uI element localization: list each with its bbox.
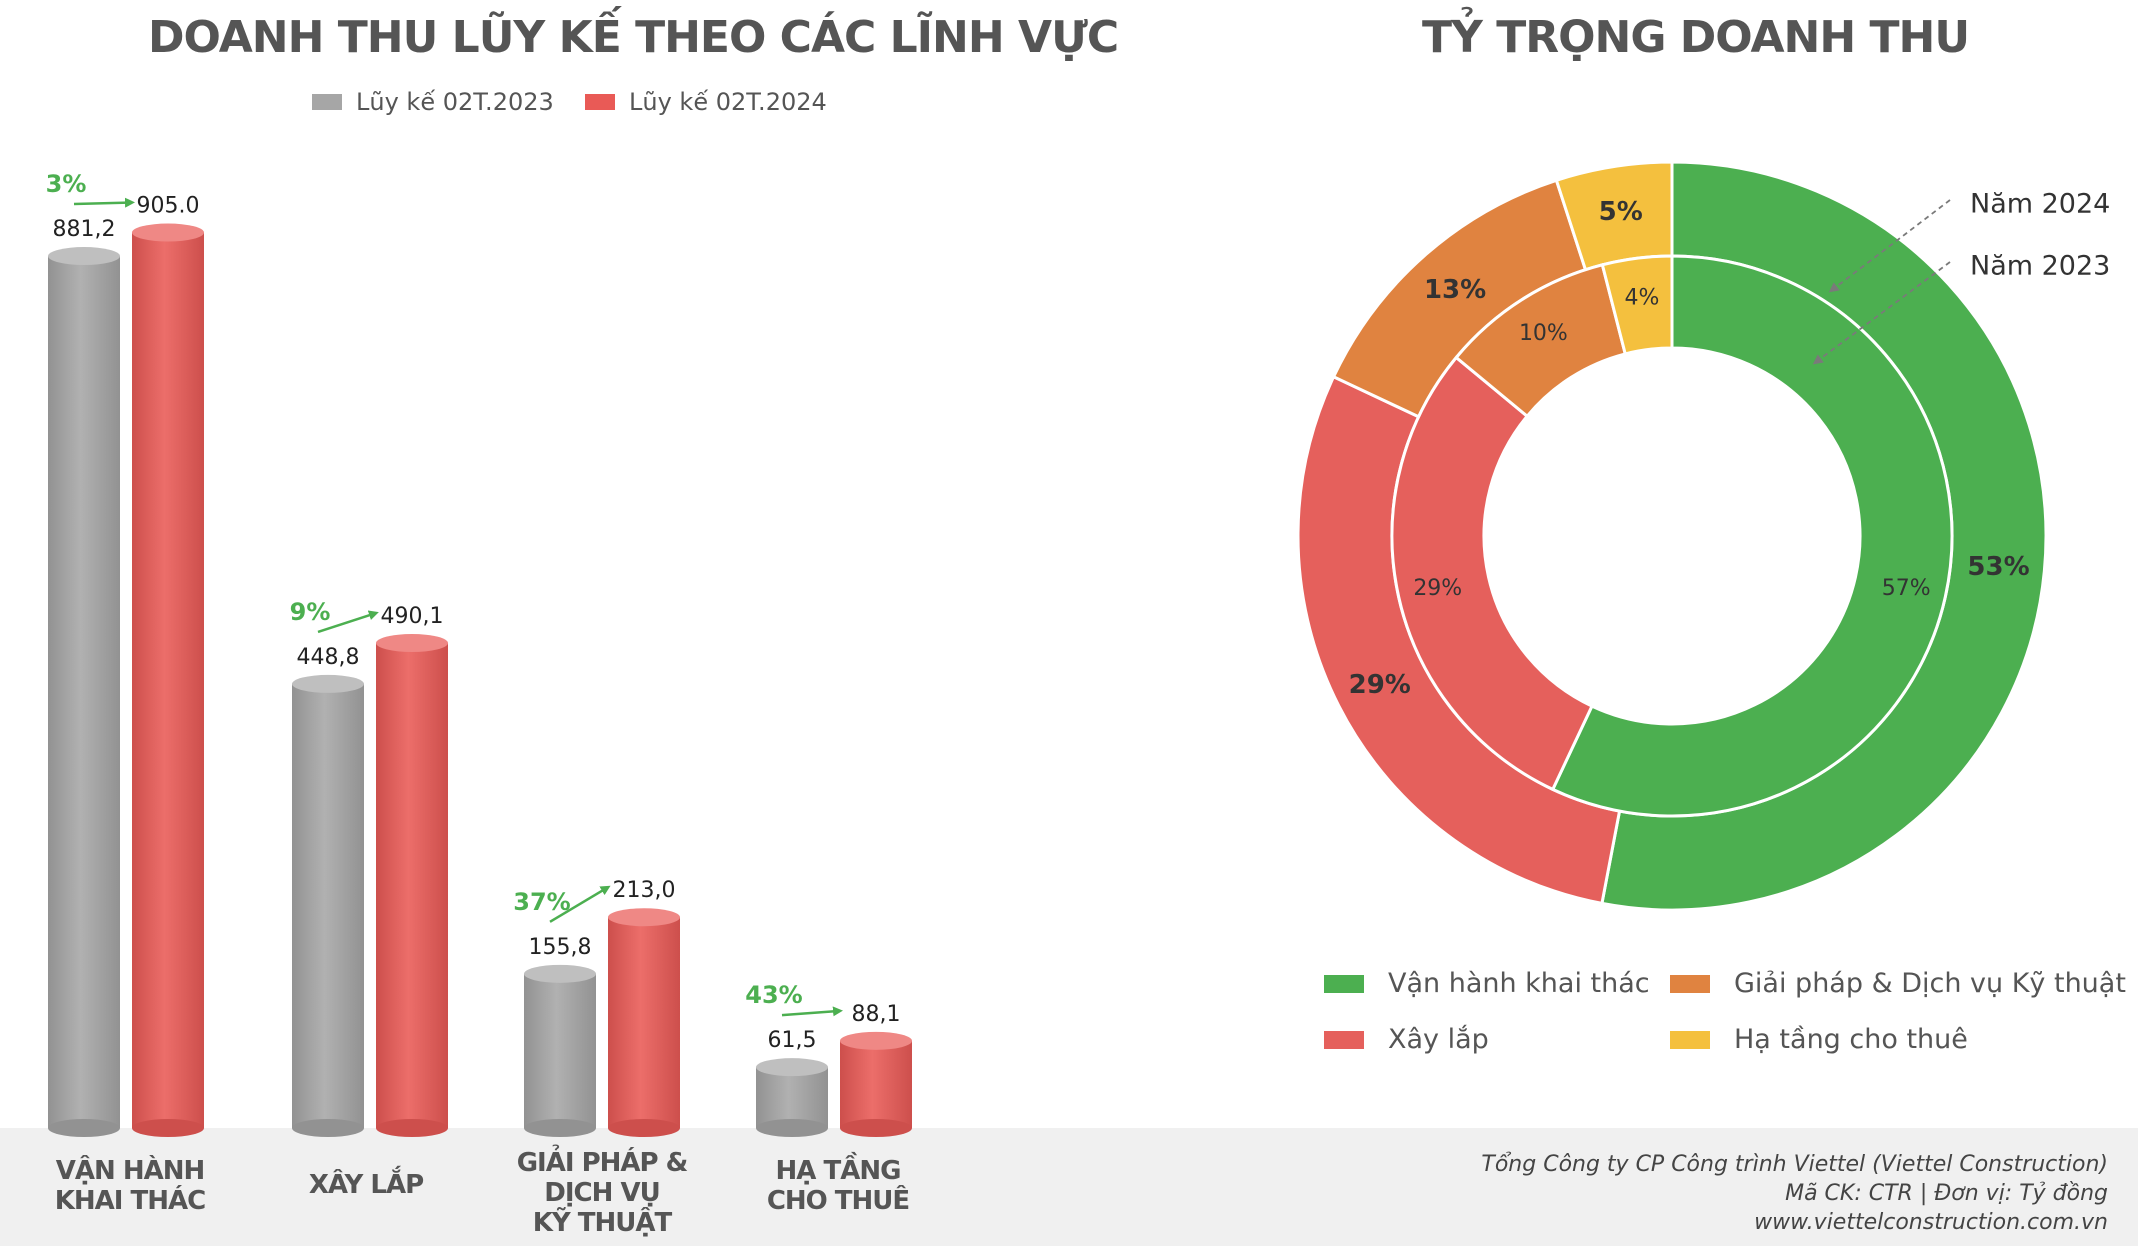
data-label-0-1: 448,8 [297, 645, 360, 670]
bar-base-0-1 [292, 1119, 364, 1137]
bar-base-0-3 [756, 1119, 828, 1137]
pie-legend-xay-lap: Xây lắp [1324, 1024, 1489, 1055]
bar-0-1 [292, 683, 364, 1128]
data-label-0-2: 155,8 [529, 935, 592, 960]
legend-label-2023: Lũy kế 02T.2023 [356, 88, 554, 116]
bar-base-1-2 [608, 1119, 680, 1137]
bar-cap-0-1 [292, 674, 364, 693]
pie-legend-van-hanh: Vận hành khai thác [1324, 968, 1650, 999]
growth-arrow-2 [549, 885, 611, 923]
footer-info: Tổng Công ty CP Công trình Viettel (Viet… [1481, 1150, 2108, 1237]
bar-0-0 [48, 256, 120, 1128]
ring-label-0: Năm 2024 [1970, 189, 2110, 220]
data-label-0-0: 881,2 [53, 217, 116, 242]
pie-legend-label-giai-phap: Giải pháp & Dịch vụ Kỹ thuật [1734, 968, 2126, 999]
bar-base-1-0 [132, 1119, 204, 1137]
bar-cap-0-2 [524, 964, 596, 983]
bar-cap-1-0 [132, 223, 204, 242]
bar-0-2 [524, 973, 596, 1128]
bar-1-1 [376, 643, 448, 1128]
footer-band [0, 1128, 2138, 1246]
bar-chart-title: DOANH THU LŨY KẾ THEO CÁC LĨNH VỰC [148, 12, 1119, 63]
donut-slice-1-0 [1550, 254, 1954, 818]
growth-label-0: 3% [46, 170, 87, 198]
bar-1-3 [840, 1040, 912, 1128]
pie-legend-label-van-hanh: Vận hành khai thác [1388, 968, 1650, 999]
data-label-1-1: 490,1 [381, 604, 444, 629]
ring-pointer-1 [1812, 261, 1951, 365]
donut-label-1-2: 10% [1519, 321, 1568, 346]
pie-legend-swatch-ha-tang [1670, 1030, 1710, 1049]
footer-company: Tổng Công ty CP Công trình Viettel (Viet… [1481, 1152, 2108, 1177]
growth-arrow-3 [781, 1006, 843, 1017]
bar-chart: 881,2 905.0 3% 448,8 490,1 9% 155,8 213,0 37% 61,… [46, 170, 912, 1137]
bar-cap-1-2 [608, 908, 680, 927]
bar-base-1-3 [840, 1119, 912, 1137]
pie-legend-giai-phap: Giải pháp & Dịch vụ Kỹ thuật [1670, 968, 2126, 999]
bar-cap-1-3 [840, 1031, 912, 1050]
category-label-xay-lap: XÂY LẮP [308, 1170, 424, 1200]
bar-cap-1-1 [376, 634, 448, 653]
legend-item-2024: Lũy kế 02T.2024 [585, 88, 827, 116]
donut-slice-1-1 [1390, 355, 1594, 792]
bar-base-0-0 [48, 1119, 120, 1137]
pie-legend-label-ha-tang: Hạ tầng cho thuê [1734, 1024, 1968, 1055]
legend-item-2023: Lũy kế 02T.2023 [312, 88, 554, 116]
bar-cap-0-0 [48, 247, 120, 266]
donut-label-0-0: 53% [1967, 552, 2029, 582]
legend-swatch-2024 [585, 94, 615, 110]
category-label-giai-phap: GIẢI PHÁP & DỊCH VỤ KỸ THUẬT [516, 1148, 689, 1238]
pie-legend-ha-tang: Hạ tầng cho thuê [1670, 1024, 1968, 1055]
donut-chart-title: TỶ TRỌNG DOANH THU [1422, 12, 1970, 63]
growth-label-3: 43% [745, 981, 802, 1009]
donut-label-0-2: 13% [1424, 275, 1486, 305]
data-label-1-2: 213,0 [613, 878, 676, 903]
growth-label-1: 9% [290, 598, 331, 626]
donut-label-0-3: 5% [1599, 197, 1643, 227]
data-label-1-0: 905.0 [137, 194, 200, 219]
category-label-van-hanh: VẬN HÀNH KHAI THÁC [54, 1156, 206, 1216]
donut-label-1-3: 4% [1624, 285, 1659, 310]
pie-legend-swatch-giai-phap [1670, 974, 1710, 993]
donut-label-0-1: 29% [1349, 670, 1411, 700]
donut-label-1-0: 57% [1882, 576, 1931, 601]
donut-label-1-1: 29% [1413, 576, 1462, 601]
footer-website: www.viettelconstruction.com.vn [1754, 1210, 2108, 1235]
category-label-ha-tang: HẠ TẦNG CHO THUÊ [766, 1156, 910, 1216]
bar-1-0 [132, 232, 204, 1128]
bar-base-0-2 [524, 1119, 596, 1137]
pie-legend-label-xay-lap: Xây lắp [1388, 1024, 1489, 1055]
growth-label-2: 37% [513, 888, 570, 916]
ring-pointer-0 [1828, 199, 1951, 293]
pie-legend-swatch-van-hanh [1324, 974, 1364, 993]
legend-swatch-2023 [312, 94, 342, 110]
bar-cap-0-3 [756, 1058, 828, 1077]
growth-arrow-0 [73, 197, 135, 208]
bar-0-3 [756, 1067, 828, 1128]
legend-label-2024: Lũy kế 02T.2024 [629, 88, 827, 116]
bar-1-2 [608, 917, 680, 1128]
pie-legend-swatch-xay-lap [1324, 1030, 1364, 1049]
ring-label-1: Năm 2023 [1970, 251, 2110, 282]
donut-slice-1-3 [1600, 254, 1674, 356]
bar-base-1-1 [376, 1119, 448, 1137]
data-label-1-3: 88,1 [852, 1002, 901, 1027]
footer-ticker-unit: Mã CK: CTR | Đơn vị: Tỷ đồng [1785, 1181, 2108, 1206]
data-label-0-3: 61,5 [768, 1028, 817, 1053]
growth-arrow-1 [317, 610, 379, 634]
